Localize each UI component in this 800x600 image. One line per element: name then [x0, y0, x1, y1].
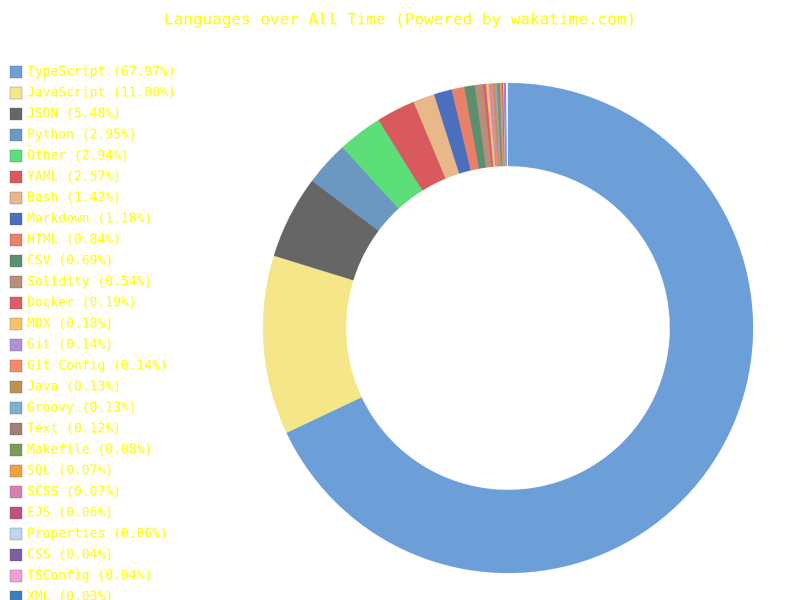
- legend-swatch: [9, 191, 23, 205]
- legend-swatch: [9, 170, 23, 184]
- legend-swatch: [9, 527, 23, 541]
- legend-swatch: [9, 569, 23, 583]
- legend-label: JSON (5.48%): [27, 107, 121, 122]
- legend-swatch: [9, 296, 23, 310]
- legend-swatch: [9, 380, 23, 394]
- chart-title: Languages over All Time (Powered by waka…: [164, 10, 636, 29]
- legend-label: Properties (0.06%): [27, 527, 168, 542]
- donut-slice: [286, 82, 754, 574]
- legend-label: Git Config (0.14%): [27, 359, 168, 374]
- legend-label: Docker (0.19%): [27, 296, 137, 311]
- legend-swatch: [9, 485, 23, 499]
- donut-slice: [505, 82, 507, 167]
- legend-swatch: [9, 317, 23, 331]
- legend-label: Other (2.94%): [27, 149, 129, 164]
- legend-label: JavaScript (11.80%): [27, 86, 176, 101]
- legend-swatch: [9, 233, 23, 247]
- legend-label: CSV (0.69%): [27, 254, 113, 269]
- legend-swatch: [9, 443, 23, 457]
- legend-label: Java (0.13%): [27, 380, 121, 395]
- legend-label: Groovy (0.13%): [27, 401, 137, 416]
- legend-label: TypeScript (67.97%): [27, 65, 176, 80]
- legend-swatch: [9, 212, 23, 226]
- legend-label: Git (0.14%): [27, 338, 113, 353]
- legend-label: YAML (2.57%): [27, 170, 121, 185]
- legend-label: CSS (0.04%): [27, 548, 113, 563]
- legend-label: Text (0.12%): [27, 422, 121, 437]
- legend-swatch: [9, 128, 23, 142]
- legend-label: MDX (0.18%): [27, 317, 113, 332]
- legend-swatch: [9, 359, 23, 373]
- legend-label: Bash (1.42%): [27, 191, 121, 206]
- legend-label: Python (2.95%): [27, 128, 137, 143]
- legend-label: HTML (0.84%): [27, 233, 121, 248]
- legend-swatch: [9, 107, 23, 121]
- legend-swatch: [9, 86, 23, 100]
- legend-label: Solidity (0.54%): [27, 275, 152, 290]
- legend-label: SQL (0.07%): [27, 464, 113, 479]
- legend-swatch: [9, 590, 23, 600]
- legend-swatch: [9, 464, 23, 478]
- legend-swatch: [9, 275, 23, 289]
- legend-label: Makefile (0.08%): [27, 443, 152, 458]
- legend-label: TSConfig (0.04%): [27, 569, 152, 584]
- legend-label: XML (0.03%): [27, 590, 113, 600]
- legend-label: SCSS (0.07%): [27, 485, 121, 500]
- legend-swatch: [9, 401, 23, 415]
- legend-swatch: [9, 422, 23, 436]
- legend-swatch: [9, 149, 23, 163]
- legend-swatch: [9, 548, 23, 562]
- legend-swatch: [9, 65, 23, 79]
- legend-swatch: [9, 338, 23, 352]
- legend-swatch: [9, 506, 23, 520]
- legend-label: EJS (0.06%): [27, 506, 113, 521]
- legend-swatch: [9, 254, 23, 268]
- legend-label: Markdown (1.18%): [27, 212, 152, 227]
